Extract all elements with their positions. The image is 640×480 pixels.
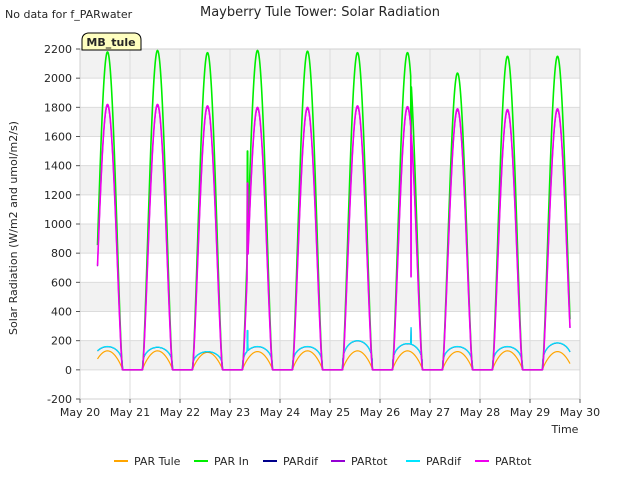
legend-label-par-tule: PAR Tule <box>134 455 181 468</box>
y-tick-label: 1600 <box>44 131 72 144</box>
x-tick-label: May 22 <box>160 406 200 419</box>
y-axis: -200 0 200 400 600 800 1000 1200 1400 1600 1800 200… <box>44 43 80 406</box>
site-badge-box <box>81 32 142 51</box>
x-axis-label: Time <box>551 423 579 436</box>
legend-label-pardif-dark: PARdif <box>283 455 319 468</box>
x-tick-label: May 20 <box>60 406 100 419</box>
y-tick-label: 600 <box>51 276 72 289</box>
x-axis: May 20 May 21 May 22 May 23 May 24 May 25 May … <box>60 399 600 419</box>
y-tick-label: 1800 <box>44 101 72 114</box>
x-tick-label: May 24 <box>260 406 300 419</box>
legend: PAR Tule PAR In PARdif PARtot PARdif PARtot <box>114 455 532 468</box>
x-tick-label: May 25 <box>310 406 350 419</box>
y-tick-label: 800 <box>51 247 72 260</box>
x-tick-label: May 29 <box>510 406 550 419</box>
y-tick-label: 200 <box>51 335 72 348</box>
x-tick-label: May 21 <box>110 406 150 419</box>
y-axis-label: Solar Radiation (W/m2 and umol/m2/s) <box>7 121 20 335</box>
y-tick-label: 1000 <box>44 218 72 231</box>
y-tick-label: 400 <box>51 306 72 319</box>
x-tick-label: May 27 <box>410 406 450 419</box>
series-line-partot <box>96 103 571 371</box>
y-tick-label: 2200 <box>44 43 72 56</box>
no-data-note: No data for f_PARwater <box>5 8 133 21</box>
legend-label-partot-dark: PARtot <box>351 455 388 468</box>
chart-title: Mayberry Tule Tower: Solar Radiation <box>200 5 440 20</box>
legend-label-pardif: PARdif <box>426 455 462 468</box>
x-tick-label: May 30 <box>560 406 600 419</box>
x-tick-label: May 23 <box>210 406 250 419</box>
y-tick-label: 0 <box>65 364 72 377</box>
series-group <box>96 49 571 371</box>
x-tick-label: May 26 <box>360 406 400 419</box>
y-tick-label: 2000 <box>44 72 72 85</box>
y-tick-label: -200 <box>47 393 72 406</box>
y-tick-label: 1200 <box>44 189 72 202</box>
x-tick-label: May 28 <box>460 406 500 419</box>
y-tick-label: 1400 <box>44 160 72 173</box>
legend-label-par-in: PAR In <box>214 455 249 468</box>
legend-label-partot: PARtot <box>495 455 532 468</box>
site-badge-label: MB_tule <box>86 36 135 49</box>
